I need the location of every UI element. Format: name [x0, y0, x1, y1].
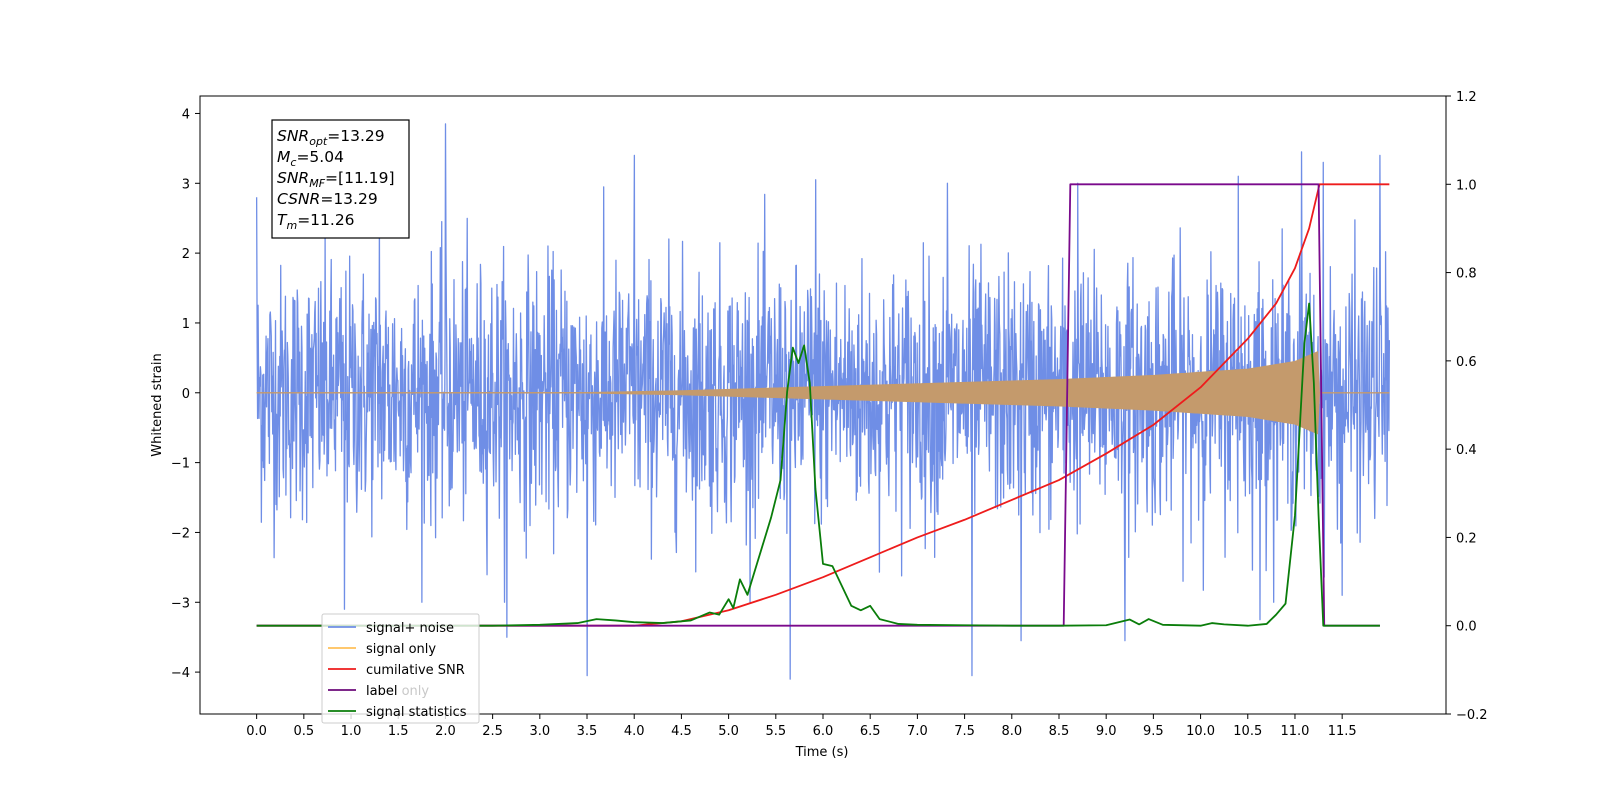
- y-right-tick-label: 1.0: [1456, 178, 1477, 193]
- y-axis-label-left: Whitened strain: [150, 353, 165, 456]
- y-left-tick-label: −2: [171, 526, 190, 541]
- legend-entry-label: signal statistics: [366, 705, 467, 720]
- annotation-line: CSNR=13.29: [277, 190, 378, 208]
- legend: label only signal+ noise signal only cumila…: [321, 613, 480, 724]
- x-axis: 0.0 0.5 1.0 1.5 2.0 2.5 3.0 3.5 4.0 4.5 5.0 5.5 6.0 6…: [246, 714, 1357, 739]
- annotation-frame: [271, 119, 410, 239]
- x-tick-label: 2.0: [435, 724, 456, 739]
- legend-ghost-text: label only: [366, 684, 429, 699]
- x-tick-label: 1.5: [388, 724, 409, 739]
- plot-area: [255, 123, 1391, 680]
- x-tick-label: 8.5: [1049, 724, 1070, 739]
- y-right-tick-label: 0.0: [1456, 620, 1477, 635]
- y-right-tick-label: 1.2: [1456, 90, 1477, 105]
- x-axis-label: Time (s): [795, 745, 849, 760]
- x-tick-label: 3.0: [529, 724, 550, 739]
- y-right-tick-label: 0.6: [1456, 355, 1477, 370]
- x-tick-label: 4.5: [671, 724, 692, 739]
- x-tick-label: 2.5: [482, 724, 503, 739]
- y-axis-right: 1.2 1.0 0.8 0.6 0.4 0.2 0.0 −0.2: [1446, 90, 1488, 723]
- y-right-tick-label: 0.8: [1456, 267, 1477, 282]
- x-tick-label: 9.5: [1143, 724, 1164, 739]
- y-left-tick-label: −4: [171, 666, 190, 681]
- x-tick-label: 4.0: [624, 724, 645, 739]
- y-right-tick-label: 0.4: [1456, 443, 1477, 458]
- legend-entry-label: signal only: [366, 642, 436, 657]
- x-tick-label: 0.0: [246, 724, 267, 739]
- x-tick-label: 8.0: [1001, 724, 1022, 739]
- legend-frame: [321, 613, 480, 724]
- x-tick-label: 5.5: [765, 724, 786, 739]
- y-left-tick-label: 3: [182, 177, 190, 192]
- x-tick-label: 10.0: [1186, 724, 1215, 739]
- x-tick-label: 0.5: [293, 724, 314, 739]
- x-tick-label: 7.0: [907, 724, 928, 739]
- legend-entry-label: cumilative SNR: [366, 663, 465, 678]
- x-tick-label: 3.5: [577, 724, 598, 739]
- series-signal-noise: [255, 123, 1391, 680]
- x-tick-label: 10.5: [1233, 724, 1262, 739]
- x-tick-label: 9.0: [1096, 724, 1117, 739]
- x-tick-label: 1.0: [341, 724, 362, 739]
- x-tick-label: 11.5: [1328, 724, 1357, 739]
- x-tick-label: 6.5: [860, 724, 881, 739]
- y-left-tick-label: −1: [171, 457, 190, 472]
- series-signal-statistics: [256, 302, 1380, 627]
- y-left-tick-label: 1: [182, 317, 190, 332]
- x-tick-label: 5.0: [718, 724, 739, 739]
- y-right-tick-label: −0.2: [1456, 708, 1488, 723]
- y-left-tick-label: −3: [171, 596, 190, 611]
- y-right-tick-label: 0.2: [1456, 531, 1477, 546]
- y-axis-left: 4 3 2 1 0 −1 −2 −3 −4: [171, 107, 200, 681]
- x-tick-label: 7.5: [954, 724, 975, 739]
- y-left-tick-label: 0: [182, 387, 190, 402]
- legend-entry-label: label: [366, 684, 397, 699]
- annotation-line: SNRMF=[11.19]: [277, 169, 395, 190]
- stats-annotation-box: SNRopt=13.29Mc=5.04SNRMF=[11.19]CSNR=13.…: [271, 119, 410, 239]
- annotation-line: Mc=5.04: [277, 148, 344, 169]
- legend-entry-label: signal+ noise: [366, 621, 454, 636]
- annotation-line: Tm=11.26: [277, 211, 355, 232]
- series-cumulative-snr: [256, 183, 1390, 627]
- y-left-tick-label: 2: [182, 247, 190, 262]
- series-layer: [255, 123, 1391, 680]
- x-tick-label: 11.0: [1280, 724, 1309, 739]
- y-left-tick-label: 4: [182, 107, 190, 122]
- annotation-line: SNRopt=13.29: [277, 127, 385, 148]
- x-tick-label: 6.0: [813, 724, 834, 739]
